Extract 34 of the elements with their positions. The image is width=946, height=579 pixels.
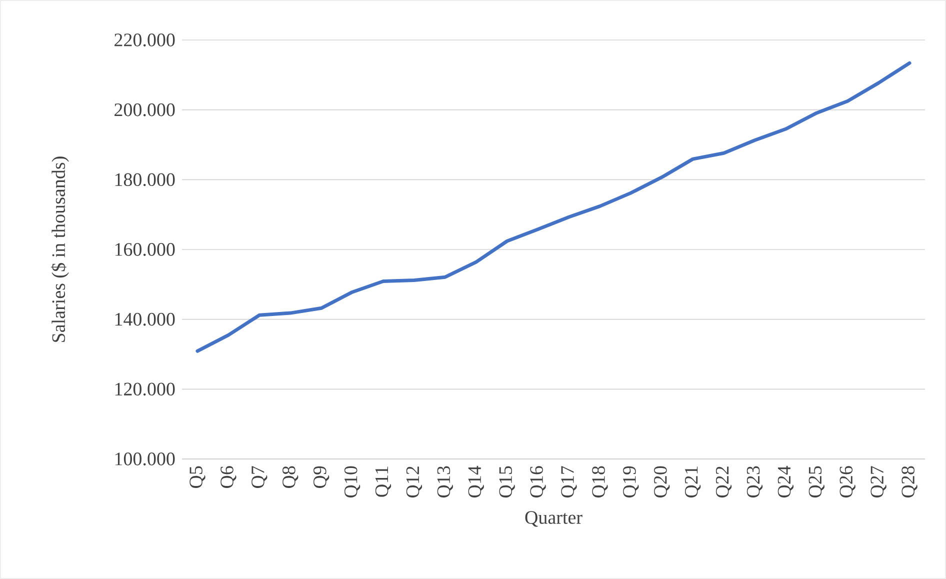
- y-tick-label: 160.000: [115, 243, 175, 256]
- x-tick-label: Q11: [375, 466, 392, 497]
- x-tick-label: Q15: [499, 466, 515, 498]
- x-tick-label: Q6: [220, 466, 236, 488]
- x-tick-label: Q13: [437, 466, 453, 498]
- x-tick-label: Q23: [746, 466, 763, 498]
- y-tick-label: 200.000: [114, 103, 175, 116]
- x-tick-label: Q21: [684, 466, 701, 498]
- x-tick-label: Q20: [654, 466, 670, 498]
- x-tick-label: Q5: [190, 466, 206, 488]
- x-tick-label: Q12: [406, 466, 422, 498]
- x-tick-label: Q22: [716, 466, 732, 498]
- line-series: [196, 61, 912, 353]
- x-tick-label: Q18: [592, 466, 608, 498]
- y-axis-title: Salaries ($ in thousands): [51, 156, 69, 342]
- x-tick-label: Q16: [530, 466, 546, 498]
- x-tick-label: Q10: [344, 466, 360, 498]
- x-tick-label: Q24: [778, 466, 794, 498]
- x-tick-label: Q28: [902, 466, 918, 498]
- x-tick-label: Q14: [468, 466, 484, 498]
- y-tick-label: 100.000: [115, 452, 175, 466]
- y-tick-label: 220.000: [114, 34, 175, 46]
- x-axis-title: Quarter: [525, 511, 582, 527]
- x-tick-label: Q19: [623, 466, 639, 498]
- x-tick-label: Q26: [840, 466, 856, 498]
- y-tick-label: 140.000: [115, 312, 175, 326]
- x-tick-label: Q25: [808, 466, 824, 498]
- x-tick-label: Q27: [870, 466, 886, 498]
- y-tick-label: 120.000: [115, 382, 175, 396]
- x-tick-label: Q9: [313, 466, 330, 488]
- x-tick-label: Q8: [282, 466, 298, 488]
- x-tick-label: Q7: [252, 466, 268, 488]
- x-tick-label: Q17: [561, 466, 577, 498]
- y-tick-label: 180.000: [115, 173, 175, 186]
